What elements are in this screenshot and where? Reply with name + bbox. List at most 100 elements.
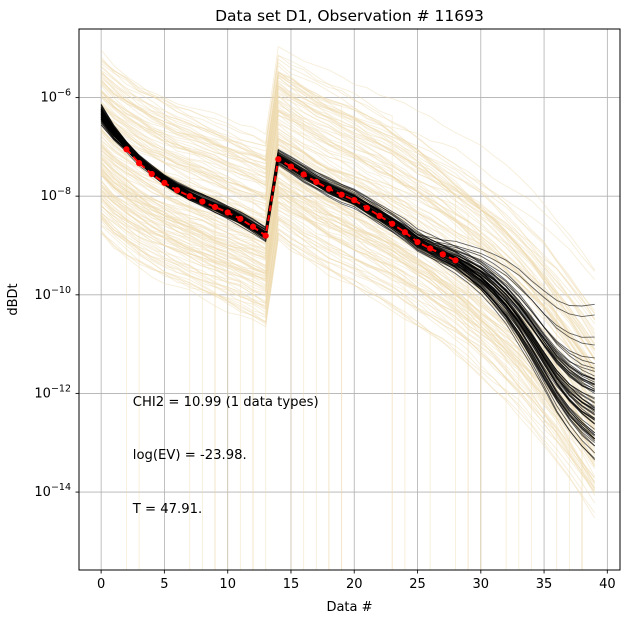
- prior-model-line: [100, 218, 596, 519]
- prior-model-line: [100, 189, 596, 467]
- prior-model-line: [100, 78, 482, 570]
- y-axis-label: dBDt: [6, 283, 21, 315]
- prior-model-line: [100, 103, 469, 570]
- observed-data-point: [313, 178, 320, 185]
- prior-model-line: [100, 174, 229, 570]
- prior-model-line: [100, 83, 596, 349]
- observed-data-point: [439, 251, 446, 258]
- prior-model-line: [100, 200, 596, 431]
- prior-model-line: [100, 193, 596, 488]
- prior-model-line: [100, 164, 203, 570]
- observed-data-point: [161, 179, 168, 186]
- prior-model-line: [100, 79, 596, 361]
- prior-model-line: [100, 192, 596, 441]
- prior-model-line: [100, 54, 393, 570]
- annotation-0: CHI2 = 10.99 (1 data types): [133, 395, 319, 410]
- prior-model-line: [100, 105, 596, 360]
- prior-model-line: [100, 72, 596, 321]
- x-tick-label: 10: [219, 577, 236, 592]
- prior-model-line: [100, 59, 596, 352]
- x-axis-label: Data #: [326, 600, 372, 615]
- prior-model-line: [100, 81, 596, 340]
- prior-model-line: [100, 89, 596, 355]
- prior-model-line: [100, 167, 596, 434]
- prior-model-line: [100, 70, 596, 280]
- prior-model-line: [100, 85, 596, 361]
- posterior-model-line: [100, 109, 595, 394]
- prior-model-line: [100, 170, 596, 451]
- prior-model-line: [100, 220, 596, 514]
- prior-model-line: [100, 103, 596, 345]
- grid-layer: [79, 29, 620, 570]
- prior-model-line: [100, 216, 596, 484]
- observed-data-layer: [123, 146, 459, 264]
- posterior-model-line: [100, 121, 596, 459]
- prior-model-line: [100, 91, 596, 373]
- prior-model-line: [100, 83, 305, 570]
- y-tick-label: 10−8: [40, 186, 71, 204]
- prior-model-line: [100, 184, 596, 493]
- prior-model-line: [100, 110, 596, 373]
- prior-model-line: [100, 225, 596, 494]
- prior-model-line: [100, 127, 596, 374]
- observed-data-point: [300, 171, 307, 178]
- observed-data-point: [123, 146, 130, 153]
- prior-model-line: [100, 100, 596, 368]
- observed-data-point: [136, 160, 143, 167]
- prior-model-line: [100, 215, 596, 440]
- prior-model-line: [100, 58, 596, 314]
- prior-model-line: [100, 70, 596, 360]
- prior-model-line: [100, 80, 596, 341]
- prior-model-line: [100, 224, 330, 570]
- prior-model-line: [100, 128, 596, 373]
- observed-data-point: [338, 191, 345, 198]
- prior-model-line: [100, 61, 596, 377]
- prior-model-line: [100, 94, 393, 570]
- observed-data-point: [237, 215, 244, 222]
- prior-model-line: [100, 161, 596, 484]
- plot-border: [78, 28, 621, 571]
- observed-data-line: [125, 148, 456, 262]
- posterior-model-line: [100, 106, 595, 436]
- prior-model-line: [100, 186, 596, 467]
- prior-model-line: [100, 81, 596, 334]
- prior-model-line: [100, 205, 596, 469]
- chart-title: Data set D1, Observation # 11693: [215, 7, 484, 25]
- observed-data-point: [224, 209, 231, 216]
- prior-model-line: [100, 232, 596, 504]
- prior-model-line: [100, 184, 330, 570]
- prior-model-line: [100, 110, 596, 314]
- prior-model-line: [100, 124, 596, 375]
- prior-model-line: [100, 214, 596, 482]
- observed-data-point: [148, 170, 155, 178]
- prior-model-line: [100, 65, 596, 372]
- prior-model-line: [100, 87, 596, 320]
- y-tick-label: 10−12: [34, 383, 71, 401]
- prior-model-line: [100, 196, 596, 479]
- x-tick-label: 35: [536, 577, 553, 592]
- observed-data-point: [414, 238, 421, 246]
- prior-model-line: [100, 197, 140, 570]
- observed-data-point: [249, 223, 257, 230]
- observed-data-point: [211, 203, 219, 211]
- observed-data-point: [325, 185, 333, 192]
- x-tick-label: 20: [346, 577, 363, 592]
- observed-data-point: [262, 232, 269, 239]
- x-tick-label: 5: [160, 577, 168, 592]
- observed-data-point: [376, 212, 383, 220]
- prior-model-line: [100, 196, 596, 459]
- observed-data-point: [389, 220, 396, 227]
- observed-data-point: [401, 229, 408, 236]
- prior-model-line: [100, 231, 431, 570]
- observed-data-point: [275, 156, 282, 163]
- prior-model-line: [100, 45, 596, 271]
- prior-model-line: [100, 75, 558, 570]
- prior-model-line: [100, 214, 596, 463]
- prior-model-line: [100, 181, 596, 455]
- prior-model-line: [100, 72, 343, 570]
- prior-model-line: [100, 94, 191, 570]
- observed-data-point: [351, 197, 358, 204]
- y-tick-label: 10−10: [34, 285, 71, 303]
- prior-model-line: [100, 186, 596, 455]
